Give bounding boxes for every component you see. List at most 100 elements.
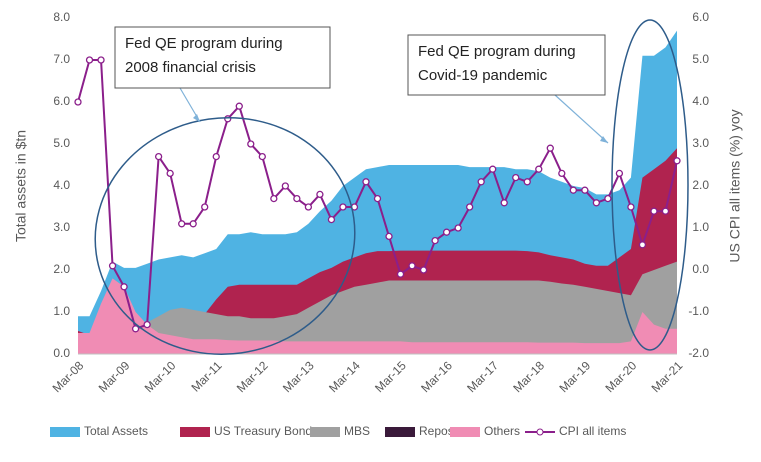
legend-swatch [180,427,210,437]
x-tick-label: Mar-11 [188,358,224,394]
point [224,115,232,123]
point [131,325,140,333]
point [512,173,520,182]
y-tick-label: 1.0 [53,304,70,318]
point [120,283,128,291]
point [373,194,382,203]
legend-swatch [310,427,340,437]
point [247,140,255,148]
point [201,203,209,211]
x-tick-label: Mar-08 [50,358,87,395]
x-tick-label: Mar-14 [326,358,363,395]
point [396,270,405,278]
point [431,236,439,245]
point [627,203,635,211]
point [166,169,174,178]
highlight-ellipse [611,19,689,351]
y2-tick-label: -2.0 [688,346,709,360]
legend-label: Total Assets [84,424,148,438]
point [362,178,370,186]
x-tick-label: Mar-18 [510,358,547,395]
point [673,157,681,165]
area [78,261,677,354]
legend-marker [536,428,544,436]
x-tick-label: Mar-13 [280,358,317,395]
y2-tick-label: 3.0 [692,136,709,150]
point [385,232,393,241]
arrow-head [600,136,608,143]
point [477,178,485,186]
legend-label: Repos [419,424,454,438]
point [581,186,589,194]
x-tick-label: Mar-20 [603,358,640,395]
point [143,320,151,329]
x-tick-label: Mar-09 [96,358,133,395]
x-tick-label: Mar-10 [142,358,179,395]
x-tick-label: Mar-15 [372,358,409,395]
y-tick-label: 5.0 [53,136,70,150]
y2-tick-label: 1.0 [692,220,709,234]
annotation-text: Fed QE program during [418,43,576,60]
point [270,194,278,203]
annotation-box [407,34,606,96]
point [466,203,474,211]
point [304,203,313,211]
point [97,56,105,64]
legend-label: CPI all items [559,424,626,438]
legend-swatch [450,427,480,437]
point [454,224,462,232]
point [339,203,347,211]
y2-tick-label: 5.0 [692,52,709,66]
y2-tick-label: -1.0 [688,304,709,318]
annotation-text: 2008 financial crisis [125,59,256,76]
point [650,207,658,215]
x-tick-label: Mar-21 [649,358,686,395]
point [327,215,336,224]
point [408,262,416,270]
x-tick-label: Mar-17 [464,358,501,395]
point [615,169,624,178]
legend-label: US Treasury Bonds [214,424,318,438]
y-tick-label: 8.0 [53,10,70,24]
annotation-text: Covid-19 pandemic [418,67,548,84]
point [604,194,612,203]
y-tick-label: 4.0 [53,178,70,192]
point [212,152,220,161]
x-tick-label: Mar-16 [418,358,455,395]
point [178,220,186,228]
y-tick-label: 6.0 [53,94,70,108]
y2-tick-label: 2.0 [692,178,709,192]
point [154,152,163,161]
area [78,278,677,354]
point [535,165,543,173]
annotation-box [114,26,331,89]
point [661,207,670,215]
point [500,199,508,207]
legend-label: Others [484,424,520,438]
arrow-head [193,114,200,122]
point [489,165,497,173]
point [558,169,566,178]
legend-swatch [385,427,415,437]
legend-swatch [50,427,80,437]
arrow [554,94,609,144]
point [258,152,266,161]
point [189,220,197,228]
x-tick-label: Mar-12 [234,358,271,395]
x-tick-label: Mar-19 [556,358,593,395]
point [74,98,82,106]
y-axis-label: Total assets in $tn [13,130,29,242]
point [569,186,577,194]
y-tick-label: 7.0 [53,52,70,66]
point [592,199,601,207]
annotation-text: Fed QE program during [125,35,283,52]
point [293,194,301,203]
point [419,266,428,274]
y2-tick-label: 6.0 [692,10,709,24]
highlight-ellipse [94,117,356,355]
point [281,182,289,190]
y-tick-label: 2.0 [53,262,70,276]
point [638,241,647,249]
y2-axis-label: US CPI all items (%) yoy [727,109,743,262]
